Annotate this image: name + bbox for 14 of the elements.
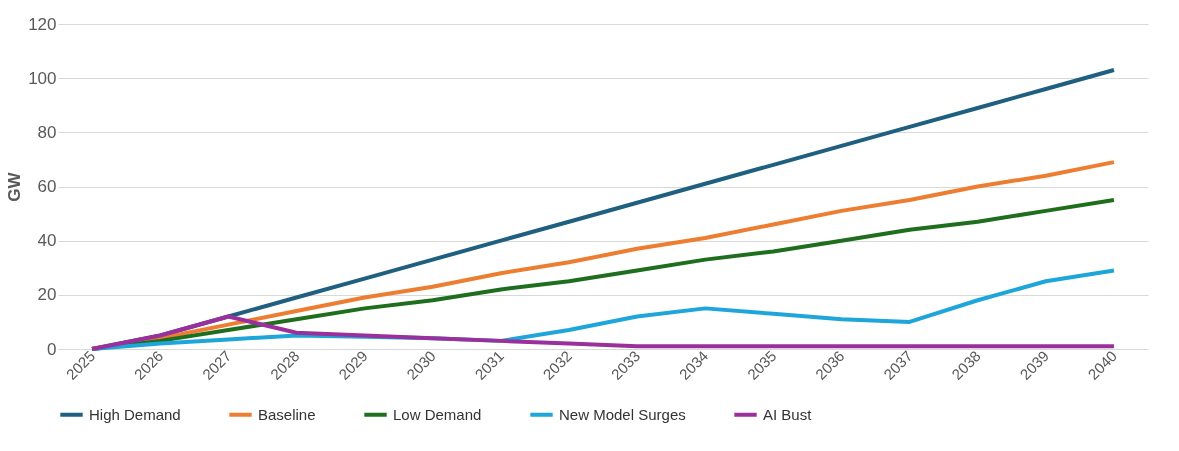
y-tick-label: 120	[28, 14, 57, 34]
legend-label: New Model Surges	[559, 405, 686, 423]
y-tick-label: 60	[37, 177, 57, 196]
line-series	[90, 314, 1116, 351]
legend-label: Low Demand	[393, 405, 482, 423]
y-tick-label: 80	[37, 122, 57, 142]
y-tick-label: 40	[37, 231, 57, 251]
y-tick-label: 0	[47, 339, 57, 359]
legend-label: High Demand	[89, 405, 181, 423]
y-tick-label: 20	[37, 285, 57, 305]
legend-label: AI Bust	[763, 405, 813, 423]
legend-label: Baseline	[258, 405, 316, 423]
y-axis-title: GW	[5, 171, 25, 202]
y-tick-label: 100	[28, 68, 57, 88]
